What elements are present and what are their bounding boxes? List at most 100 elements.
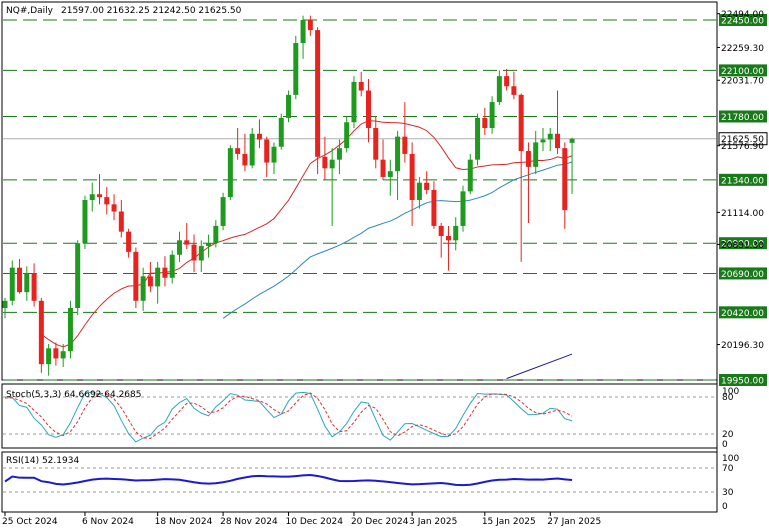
ma-extra-line: [506, 353, 573, 380]
time-axis: 25 Oct 2024 6 Nov 2024 18 Nov 2024 28 Nov 2…: [2, 512, 601, 527]
level-tag-bg: [719, 306, 767, 319]
candle-body: [387, 171, 393, 177]
rsi-panel-frame: [1, 451, 718, 513]
time-tick-label: 28 Nov 2024: [220, 517, 278, 527]
level-lines: 22450.00 22100.00 21780.00 21340.00 20900.00…: [3, 14, 768, 387]
candle-body: [227, 148, 233, 198]
current-price-tag-label: 21625.50: [721, 135, 764, 145]
level-tag-bg: [719, 110, 767, 123]
time-tick-label: 25 Oct 2024: [2, 517, 58, 527]
candle-body: [453, 225, 459, 241]
candle-body: [504, 76, 510, 87]
time-tick-label: 6 Nov 2024: [82, 517, 134, 527]
candle-body: [402, 136, 408, 154]
stoch-tick-80: 80: [722, 393, 734, 403]
level-tag-bg: [719, 374, 767, 386]
candle-body: [9, 267, 15, 301]
candle-body: [89, 194, 95, 200]
level-tag-bg: [719, 14, 767, 26]
price-tick-label: 21114.00: [721, 209, 764, 219]
candle-body: [46, 348, 52, 365]
candle-body: [118, 211, 124, 232]
rsi-line: [4, 473, 573, 487]
candle-body: [53, 348, 59, 359]
symbol-label: NQ#,Daily: [6, 6, 54, 16]
candle-body: [31, 273, 37, 301]
time-tick-label: 20 Dec 2024: [351, 517, 409, 527]
candle-body: [220, 197, 226, 226]
level-tag-label: 20900.00: [721, 240, 764, 250]
rsi-panel: 100 70 30 0 RSI(14) 52.1934: [3, 454, 739, 512]
candle-body: [60, 351, 66, 359]
candle-body: [424, 182, 430, 190]
candle-body: [351, 81, 357, 123]
candle-body: [482, 117, 488, 128]
candle-body: [242, 153, 248, 166]
level-tag-label: 20420.00: [721, 309, 764, 319]
candle-body: [67, 308, 73, 352]
price-tick-label: 22031.70: [721, 77, 764, 87]
candle-body: [475, 117, 481, 160]
candle-body: [213, 225, 219, 244]
candle-body: [431, 189, 437, 226]
ma-short-line: [41, 120, 573, 348]
rsi-tick-0: 0: [722, 502, 728, 512]
level-tag-label: 22450.00: [721, 17, 764, 27]
candle-body: [249, 133, 255, 166]
candle-body: [540, 139, 546, 143]
rsi-tick-70: 70: [722, 464, 734, 474]
stoch-label: Stoch(5,3,3) 64.6692 64.2685: [6, 390, 141, 400]
candle-body: [75, 243, 81, 308]
candle-body: [162, 267, 168, 278]
candle-body: [569, 138, 575, 143]
candle-body: [438, 225, 444, 236]
rsi-tick-100: 100: [722, 454, 739, 464]
candle-body: [366, 90, 371, 128]
time-tick-label: 3 Jan 2025: [409, 517, 457, 527]
candle-body: [525, 151, 531, 167]
candle-body: [206, 243, 212, 247]
candle-body: [380, 159, 386, 177]
stoch-tick-100: 100: [722, 387, 739, 397]
level-tag-label: 21340.00: [721, 176, 764, 186]
stoch-panel: 100 80 20 0 Stoch(5,3,3) 64.6692 64.2685: [3, 387, 739, 450]
candle-body: [286, 94, 292, 118]
candle-body: [38, 300, 44, 365]
candle-body: [344, 122, 350, 149]
stoch-tick-20: 20: [722, 430, 734, 440]
candle-body: [2, 300, 8, 308]
moving-averages: [41, 120, 573, 380]
main-panel-frame: [1, 1, 718, 381]
price-tick-label: 20891.30: [721, 241, 764, 251]
candle-body: [373, 128, 379, 160]
candle-body: [191, 244, 197, 261]
ohlc-header: 21597.00 21632.25 21242.50 21625.50: [61, 6, 242, 16]
candle-body: [322, 156, 328, 169]
candle-body: [264, 139, 270, 163]
level-tag-bg: [719, 173, 767, 186]
ma-long-line: [222, 161, 573, 319]
time-tick-label: 15 Jan 2025: [482, 517, 536, 527]
candle-body: [300, 20, 306, 44]
candle-body: [511, 86, 517, 95]
candles: [2, 15, 575, 376]
candle-body: [460, 191, 466, 226]
level-tag-label: 20690.00: [721, 270, 764, 280]
candle-body: [169, 254, 175, 278]
current-price-tag-bg: [718, 132, 768, 146]
price-tick-label: 20196.30: [721, 341, 764, 351]
level-tag-label: 22100.00: [721, 67, 764, 77]
time-tick-label: 27 Jan 2025: [547, 517, 601, 527]
candle-body: [533, 142, 539, 167]
candle-body: [235, 148, 241, 154]
candle-body: [17, 267, 23, 293]
candle-body: [416, 182, 422, 200]
candle-body: [184, 240, 190, 245]
candle-body: [547, 133, 553, 140]
price-tick-label: 22259.30: [721, 44, 764, 54]
candle-body: [395, 136, 401, 172]
candle-body: [307, 20, 313, 31]
stoch-signal-line: [4, 392, 573, 439]
time-tick-label: 18 Nov 2024: [155, 517, 213, 527]
candle-body: [329, 159, 335, 169]
